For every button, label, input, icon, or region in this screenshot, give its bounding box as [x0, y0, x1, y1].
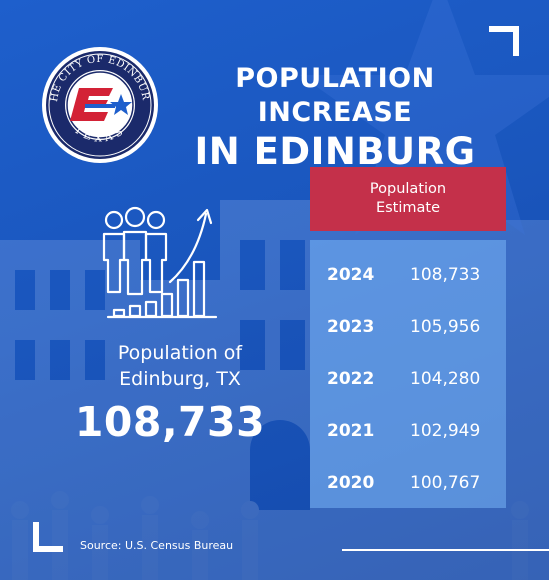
- row-value: 102,949: [410, 421, 481, 441]
- table-row: 2020 100,767: [310, 463, 506, 503]
- table-header: Population Estimate: [310, 167, 506, 231]
- title-line-2: IN EDINBURG: [194, 130, 476, 173]
- table-row: 2024 108,733: [310, 255, 506, 295]
- table-row: 2023 105,956: [310, 307, 506, 347]
- table-row: 2022 104,280: [310, 359, 506, 399]
- population-summary-value: 108,733: [74, 398, 266, 446]
- footer-divider: [342, 549, 549, 551]
- row-value: 104,280: [410, 369, 481, 389]
- table-header-line-1: Population: [369, 181, 447, 197]
- corner-bracket-bottom-left: [33, 522, 63, 552]
- page-title: POPULATION INCREASE IN EDINBURG: [170, 62, 500, 174]
- source-note: Source: U.S. Census Bureau: [80, 539, 234, 552]
- row-year: 2023: [327, 317, 375, 337]
- population-summary-label: Population of Edinburg, TX: [70, 340, 290, 392]
- row-year: 2024: [327, 265, 375, 285]
- population-table: 2024 108,733 2023 105,956 2022 104,280 2…: [310, 240, 506, 508]
- city-seal-logo: THE CITY OF EDINBURG TEXAS: [41, 46, 158, 163]
- table-header-line-2: Estimate: [375, 200, 441, 216]
- population-growth-icon: [102, 206, 218, 319]
- summary-label-line-1: Population of: [117, 342, 243, 364]
- title-line-1: POPULATION INCREASE: [235, 63, 435, 128]
- corner-bracket-top-right: [489, 26, 519, 56]
- row-value: 105,956: [410, 317, 481, 337]
- row-value: 100,767: [410, 473, 481, 493]
- row-year: 2022: [327, 369, 375, 389]
- row-value: 108,733: [410, 265, 481, 285]
- summary-label-line-2: Edinburg, TX: [119, 368, 241, 390]
- row-year: 2020: [327, 473, 375, 493]
- row-year: 2021: [327, 421, 375, 441]
- table-row: 2021 102,949: [310, 411, 506, 451]
